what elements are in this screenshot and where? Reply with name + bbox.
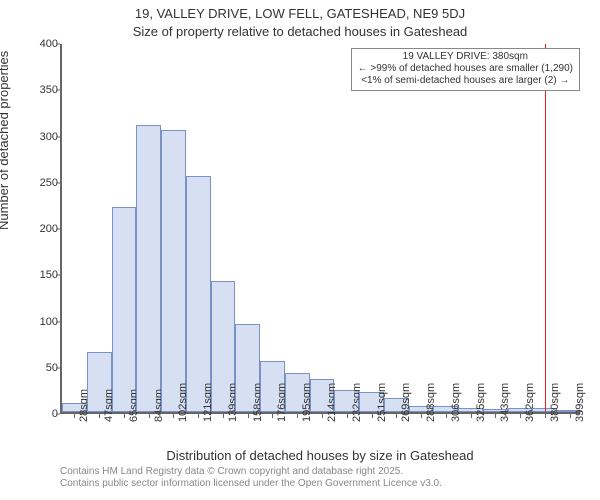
x-tick-label: 325sqm	[475, 383, 487, 422]
x-tick-mark	[149, 414, 150, 418]
x-tick-mark	[520, 414, 521, 418]
y-tick-mark	[56, 44, 60, 45]
reference-line	[545, 44, 546, 412]
x-tick-mark	[322, 414, 323, 418]
y-tick-label: 350	[18, 84, 58, 96]
plot-area: 28sqm47sqm65sqm84sqm102sqm121sqm139sqm15…	[60, 44, 580, 414]
x-tick-label: 380sqm	[549, 383, 561, 422]
x-tick-label: 399sqm	[574, 383, 586, 422]
x-tick-mark	[396, 414, 397, 418]
chart-subtitle: Size of property relative to detached ho…	[0, 24, 600, 39]
histogram-bar	[186, 176, 211, 412]
x-tick-mark	[272, 414, 273, 418]
y-tick-mark	[56, 414, 60, 415]
y-tick-mark	[56, 229, 60, 230]
y-tick-label: 100	[18, 316, 58, 328]
y-tick-mark	[56, 90, 60, 91]
credits: Contains HM Land Registry data © Crown c…	[60, 466, 442, 490]
y-axis-label: Number of detached properties	[0, 51, 11, 230]
y-tick-label: 250	[18, 177, 58, 189]
chart-title: 19, VALLEY DRIVE, LOW FELL, GATESHEAD, N…	[0, 6, 600, 21]
annotation-line-1: 19 VALLEY DRIVE: 380sqm	[358, 51, 573, 63]
x-tick-mark	[421, 414, 422, 418]
x-tick-mark	[297, 414, 298, 418]
x-tick-label: 288sqm	[425, 383, 437, 422]
y-tick-label: 150	[18, 269, 58, 281]
y-tick-mark	[56, 321, 60, 322]
y-tick-label: 400	[18, 38, 58, 50]
x-tick-mark	[248, 414, 249, 418]
x-tick-mark	[347, 414, 348, 418]
x-tick-mark	[471, 414, 472, 418]
y-tick-mark	[56, 367, 60, 368]
annotation-line-3: <1% of semi-detached houses are larger (…	[358, 75, 573, 87]
chart-container: 19, VALLEY DRIVE, LOW FELL, GATESHEAD, N…	[0, 0, 600, 500]
y-tick-label: 200	[18, 223, 58, 235]
x-tick-label: 362sqm	[524, 383, 536, 422]
y-tick-mark	[56, 275, 60, 276]
x-tick-label: 343sqm	[499, 383, 511, 422]
histogram-bar	[161, 130, 186, 412]
x-tick-mark	[372, 414, 373, 418]
credit-line-2: Contains public sector information licen…	[60, 478, 442, 490]
histogram-bar	[136, 125, 161, 412]
x-axis-label: Distribution of detached houses by size …	[60, 448, 580, 463]
x-tick-label: 306sqm	[450, 383, 462, 422]
x-tick-mark	[99, 414, 100, 418]
annotation-line-2: ← >99% of detached houses are smaller (1…	[358, 63, 573, 75]
y-tick-mark	[56, 136, 60, 137]
y-tick-label: 0	[18, 408, 58, 420]
x-tick-mark	[495, 414, 496, 418]
y-tick-label: 50	[18, 362, 58, 374]
x-tick-label: 269sqm	[400, 383, 412, 422]
x-tick-mark	[124, 414, 125, 418]
x-tick-mark	[570, 414, 571, 418]
reference-annotation: 19 VALLEY DRIVE: 380sqm← >99% of detache…	[351, 48, 580, 91]
x-tick-mark	[545, 414, 546, 418]
x-tick-mark	[198, 414, 199, 418]
x-tick-mark	[173, 414, 174, 418]
x-tick-mark	[223, 414, 224, 418]
credit-line-1: Contains HM Land Registry data © Crown c…	[60, 466, 442, 478]
histogram-bar	[112, 207, 137, 412]
x-tick-mark	[74, 414, 75, 418]
y-tick-mark	[56, 182, 60, 183]
y-tick-label: 300	[18, 131, 58, 143]
x-tick-mark	[446, 414, 447, 418]
